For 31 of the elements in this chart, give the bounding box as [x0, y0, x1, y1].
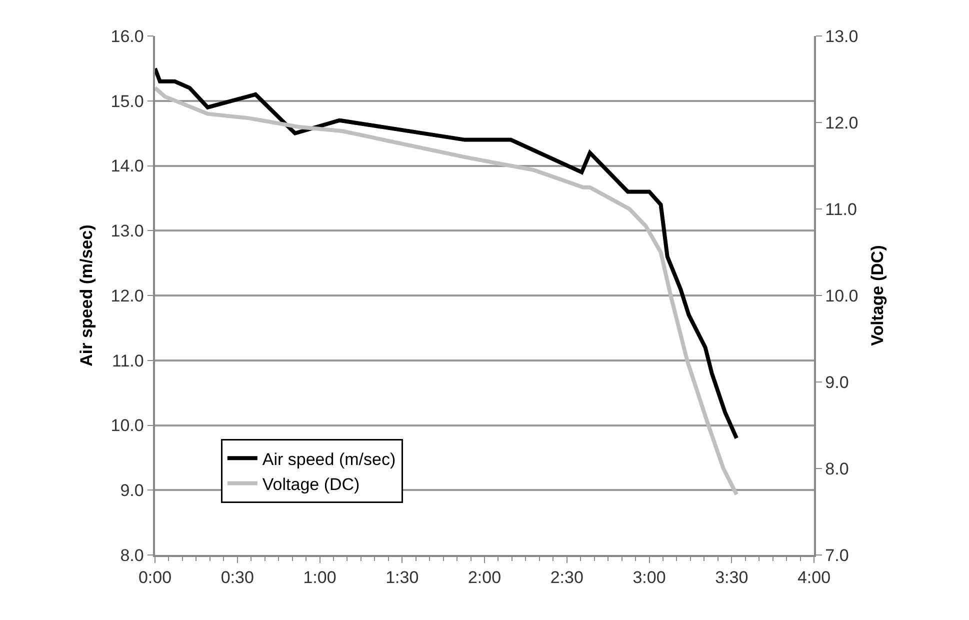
- legend-label: Air speed (m/sec): [262, 450, 396, 469]
- line-series: [155, 86, 739, 496]
- y2-tick-label: 13.0: [825, 26, 858, 46]
- y2-tick-label: 9.0: [825, 372, 849, 392]
- y-axis-title: Air speed (m/sec): [76, 224, 96, 366]
- y-tick-label: 9.0: [120, 481, 144, 500]
- x-tick-label: 1:00: [303, 568, 336, 588]
- x-tick-label: 0:30: [220, 568, 254, 588]
- x-tick-label: 3:00: [632, 568, 666, 588]
- y-tick-label: 13.0: [110, 222, 144, 241]
- line-series: [155, 66, 739, 440]
- y-tick-label: 8.0: [120, 546, 144, 565]
- y2-tick-label: 8.0: [825, 459, 849, 478]
- x-tick-label: 2:30: [550, 568, 584, 588]
- y2-tick-label: 12.0: [825, 113, 858, 132]
- x-tick-label: 0:00: [138, 568, 172, 588]
- y2-tick-label: 11.0: [825, 200, 857, 219]
- legend-label: Voltage (DC): [262, 474, 360, 494]
- y-tick-label: 15.0: [110, 92, 144, 111]
- x-tick-label: 1:30: [386, 568, 419, 588]
- y-tick-label: 10.0: [110, 416, 144, 436]
- y-tick-label: 16.0: [110, 26, 144, 46]
- y-tick-label: 12.0: [110, 286, 144, 306]
- y2-axis-title: Voltage (DC): [868, 245, 888, 346]
- y2-tick-label: 10.0: [825, 286, 858, 306]
- x-tick-label: 4:00: [797, 568, 831, 588]
- x-tick-label: 2:00: [468, 568, 502, 588]
- x-tick-label: 3:30: [715, 568, 748, 588]
- y-tick-label: 14.0: [110, 156, 144, 176]
- y2-tick-label: 7.0: [825, 546, 849, 565]
- y-tick-label: 11.0: [112, 351, 144, 370]
